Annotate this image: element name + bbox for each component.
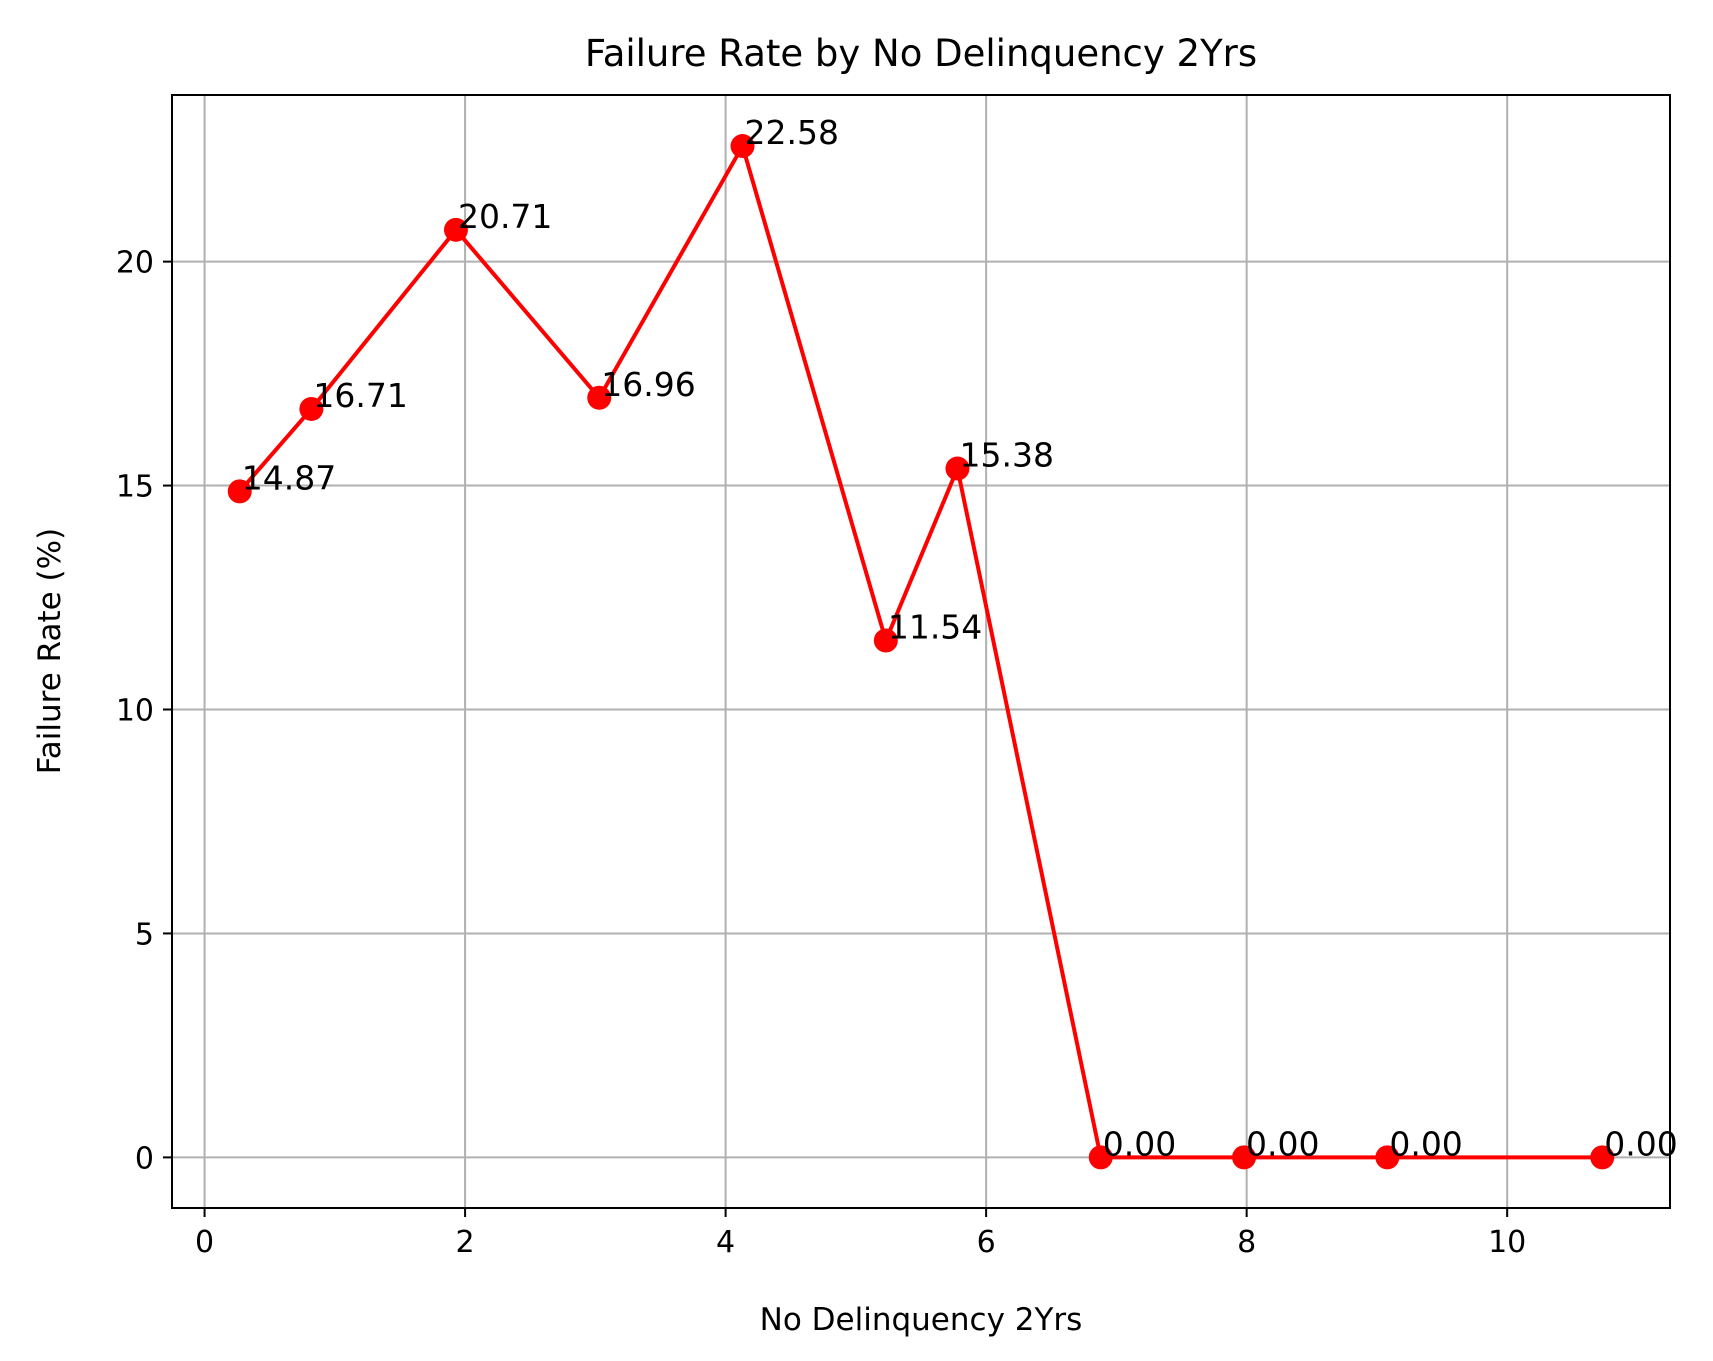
y-tick-label: 0 (135, 1141, 154, 1176)
data-point (587, 385, 612, 410)
data-label: 15.38 (959, 436, 1053, 475)
x-tick-label: 2 (456, 1225, 475, 1260)
data-point (1088, 1145, 1113, 1170)
data-label: 20.71 (458, 197, 552, 236)
data-point (945, 456, 970, 481)
data-label: 22.58 (745, 113, 839, 152)
data-label-layer: 14.87 16.71 20.71 16.96 22.58 11.54 15.38 0.00 0… (242, 113, 1678, 1163)
data-point (227, 479, 252, 504)
y-axis-label: Failure Rate (%) (32, 528, 68, 774)
grid (172, 95, 1670, 1208)
y-tick-label: 10 (116, 694, 154, 729)
data-label: 0.00 (1604, 1124, 1677, 1163)
x-axis-label: No Delinquency 2Yrs (760, 1302, 1083, 1338)
data-label: 0.00 (1103, 1124, 1176, 1163)
data-point (730, 134, 755, 159)
data-label: 0.00 (1246, 1124, 1319, 1163)
x-tick-label: 8 (1237, 1225, 1256, 1260)
data-point (1375, 1145, 1400, 1170)
data-point (1232, 1145, 1257, 1170)
plot-frame (171, 94, 1671, 1209)
y-tick-label: 20 (116, 246, 154, 281)
data-label: 16.96 (601, 365, 695, 404)
x-tick-label: 10 (1488, 1225, 1526, 1260)
data-label: 14.87 (242, 458, 336, 497)
data-label: 0.00 (1389, 1124, 1462, 1163)
x-tick-label: 4 (716, 1225, 735, 1260)
x-tick-label: 0 (195, 1225, 214, 1260)
axis-ticks: 0 2 4 6 8 10 0 5 10 15 20 (116, 246, 1526, 1260)
y-tick-label: 15 (116, 470, 154, 505)
data-point (443, 217, 468, 242)
y-tick-label: 5 (135, 917, 154, 952)
series-line (238, 144, 1603, 1160)
x-tick-label: 6 (977, 1225, 996, 1260)
chart-title: Failure Rate by No Delinquency 2Yrs (585, 32, 1257, 75)
data-point (299, 396, 324, 421)
data-label: 16.71 (313, 376, 407, 415)
data-point (873, 628, 898, 653)
data-label: 11.54 (888, 608, 982, 647)
series-marker-layer (227, 134, 1615, 1170)
data-point (1590, 1145, 1615, 1170)
series-line-layer (238, 144, 1603, 1160)
